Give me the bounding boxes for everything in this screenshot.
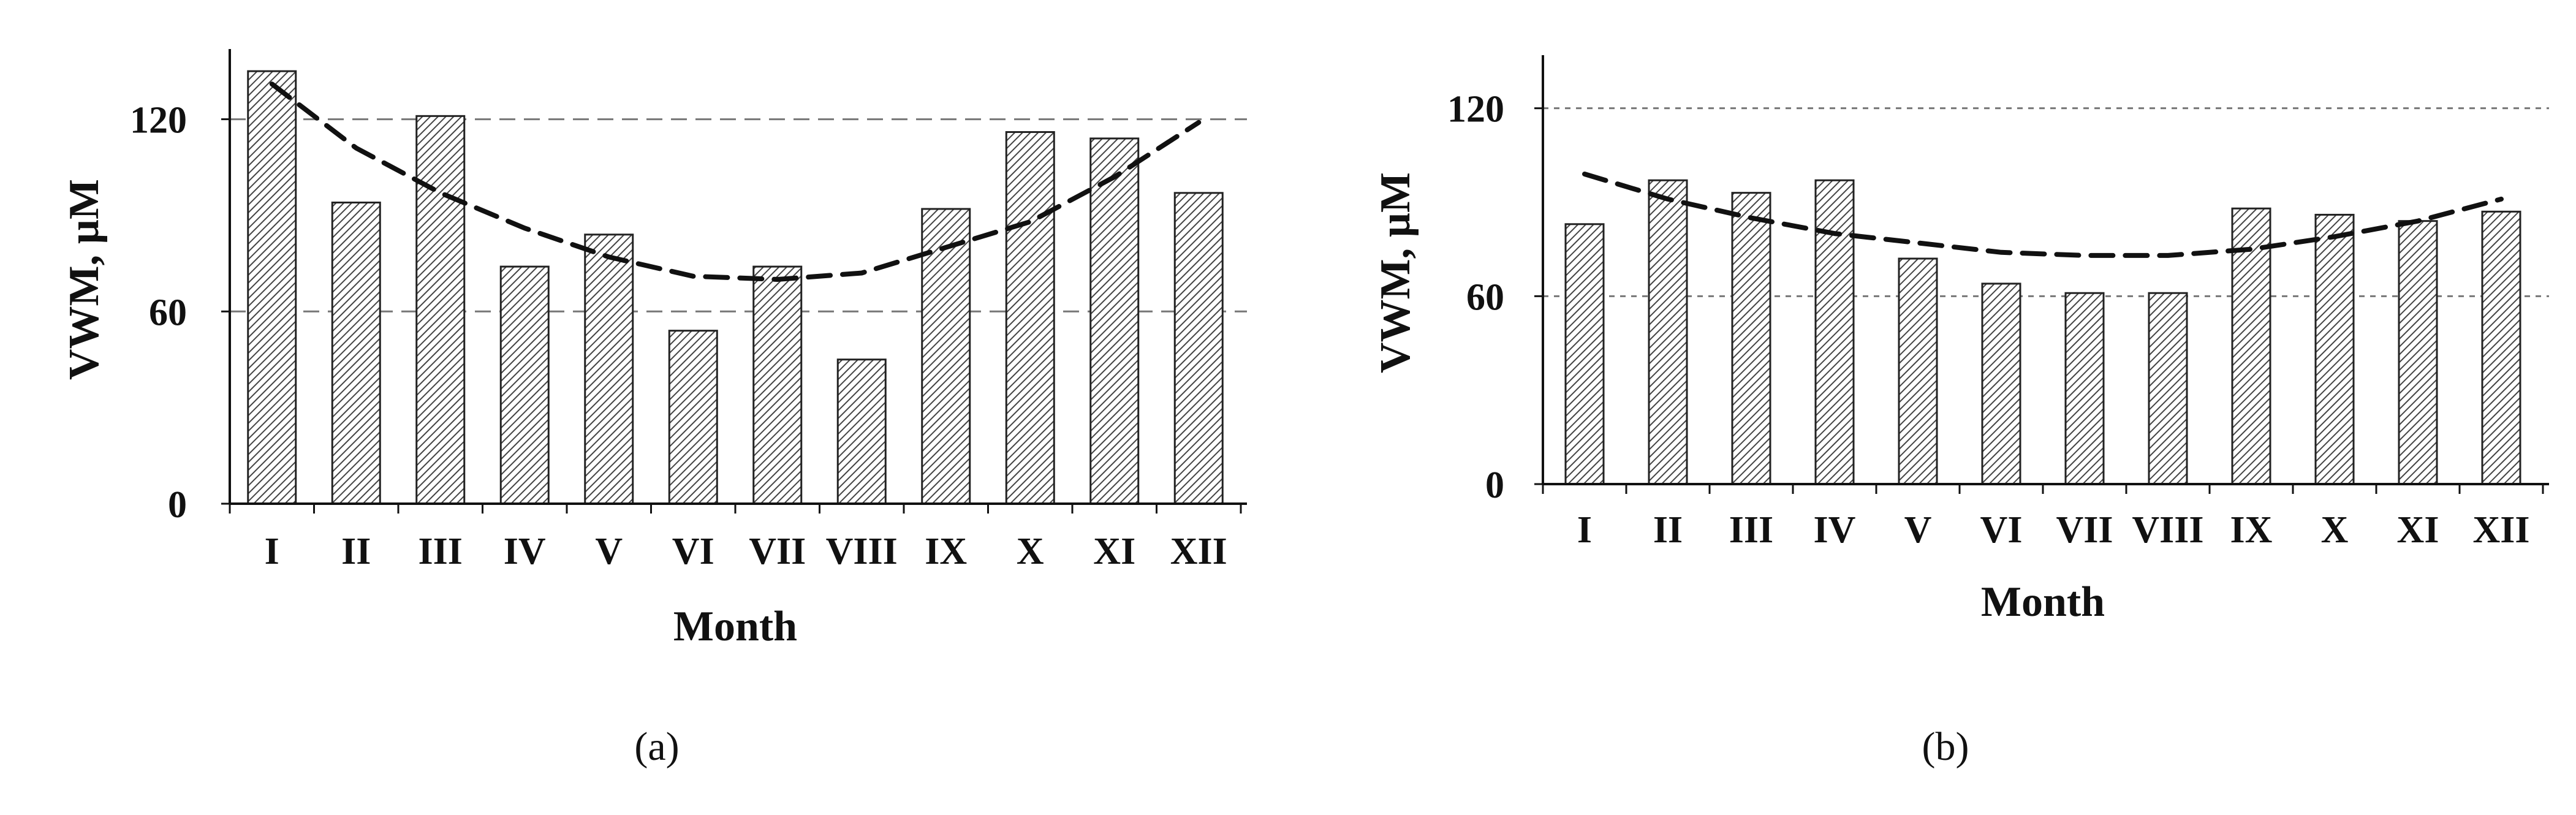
x-tick-label: XI	[1093, 531, 1135, 572]
chart-panel-a: I II III IV V VI VII VIII IX X XI XII060120MonthVWM…	[61, 49, 1247, 769]
x-tick-label: VII	[2056, 509, 2113, 551]
bar-IV	[1814, 179, 1855, 485]
bar-VII	[752, 265, 803, 505]
panel-label: (a)	[634, 724, 679, 769]
bar-III	[415, 115, 466, 505]
x-tick-label: XII	[1170, 531, 1227, 572]
bar-II	[1648, 179, 1688, 485]
bar-III	[1731, 192, 1771, 485]
bar-VI	[1981, 282, 2021, 485]
bar-VII	[2064, 292, 2105, 485]
bar-XII	[2481, 210, 2521, 485]
x-tick-label: IX	[2230, 509, 2273, 551]
x-tick-label: II	[341, 531, 371, 572]
bar-X	[1005, 131, 1055, 505]
x-tick-label: V	[1904, 509, 1932, 551]
y-axis-title: VWM, µM	[1372, 172, 1419, 373]
x-tick-label: VIII	[2132, 509, 2203, 551]
bar-XI	[2398, 220, 2438, 485]
y-tick-label: 60	[1466, 276, 1504, 318]
x-tick-label: IV	[1814, 509, 1856, 551]
bar-II	[331, 202, 381, 505]
x-tick-label: I	[1577, 509, 1592, 551]
trend-line	[1582, 172, 2504, 258]
bar-VIII	[2148, 292, 2188, 485]
y-tick-label: 60	[149, 292, 187, 333]
x-tick-label: XI	[2397, 509, 2439, 551]
x-tick-label: IX	[925, 531, 967, 572]
bar-X	[2314, 213, 2355, 485]
y-tick-label: 0	[168, 484, 187, 526]
x-tick-label: IV	[504, 531, 546, 572]
bar-IX	[2231, 207, 2271, 485]
bar-VI	[668, 330, 718, 505]
bar-I	[1564, 223, 1605, 485]
bar-V	[1898, 257, 1938, 485]
bar-I	[247, 70, 297, 505]
y-axis-title: VWM, µM	[61, 179, 108, 380]
y-tick-label: 120	[1447, 89, 1504, 131]
x-tick-label: VIII	[826, 531, 898, 572]
bar-XI	[1089, 137, 1140, 505]
y-tick-label: 120	[130, 100, 187, 142]
trend-line	[269, 82, 1202, 282]
y-tick-label: 0	[1485, 464, 1504, 506]
chart-panel-b: I II III IV V VI VII VIII IX X XI XII060120MonthVWM…	[1372, 55, 2549, 769]
x-axis-title: Month	[1981, 578, 2105, 626]
x-tick-label: VII	[749, 531, 806, 572]
x-tick-label: X	[2321, 509, 2349, 551]
bar-VIII	[836, 358, 887, 505]
x-tick-label: XII	[2472, 509, 2529, 551]
x-axis-title: Month	[673, 603, 797, 650]
bar-V	[584, 233, 634, 505]
x-tick-label: VI	[1980, 509, 2023, 551]
bar-IV	[499, 265, 550, 505]
x-tick-label: VI	[672, 531, 714, 572]
panel-label: (b)	[1922, 724, 1969, 769]
x-tick-label: III	[1729, 509, 1773, 551]
bar-IX	[921, 208, 971, 505]
x-tick-label: I	[265, 531, 279, 572]
bar-XII	[1173, 192, 1224, 505]
x-tick-label: X	[1017, 531, 1044, 572]
x-tick-label: V	[595, 531, 623, 572]
x-tick-label: II	[1653, 509, 1683, 551]
x-tick-label: III	[419, 531, 463, 572]
